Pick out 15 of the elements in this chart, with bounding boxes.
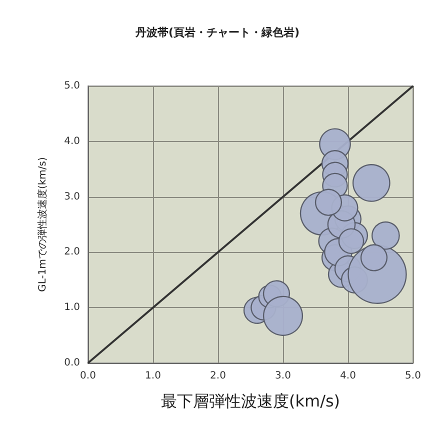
y-tick-label: 5.0 bbox=[64, 80, 80, 92]
x-tick-label: 3.0 bbox=[275, 370, 291, 382]
x-tick-label: 1.0 bbox=[145, 370, 161, 382]
y-axis-title: GL-1mでの弾性波速度(km/s) bbox=[36, 157, 48, 292]
y-tick-label: 1.0 bbox=[64, 302, 80, 314]
y-tick-label: 2.0 bbox=[64, 246, 80, 258]
x-axis-title: 最下層弾性波速度(km/s) bbox=[160, 392, 340, 410]
y-tick-label: 3.0 bbox=[64, 191, 80, 202]
chart-title: 丹波帯(頁岩・チャート・緑色岩) bbox=[134, 26, 300, 39]
y-tick-label: 0.0 bbox=[64, 358, 80, 368]
x-tick-label: 4.0 bbox=[340, 370, 356, 382]
x-tick-label: 0.0 bbox=[80, 370, 96, 382]
x-tick-label: 5.0 bbox=[405, 370, 421, 382]
y-tick-label: 4.0 bbox=[64, 136, 80, 147]
x-tick-label: 2.0 bbox=[210, 370, 226, 382]
